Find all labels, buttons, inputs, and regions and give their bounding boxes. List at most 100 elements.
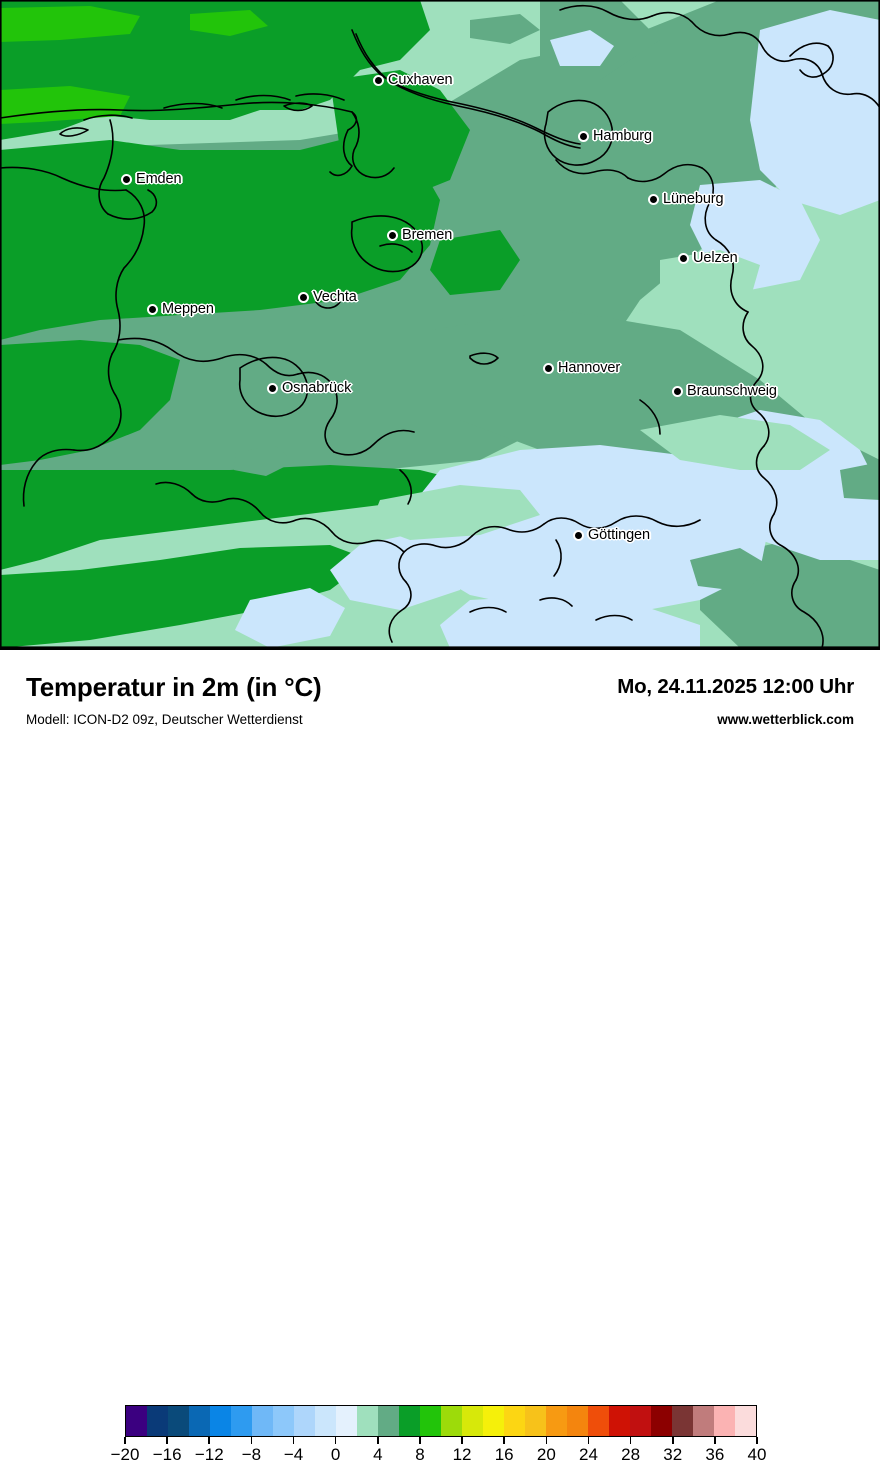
colorbar-tick-label: 40: [747, 1445, 767, 1464]
colorbar-swatch: [357, 1406, 378, 1436]
city-dot-icon: [147, 303, 158, 315]
colorbar-tick-label: −4: [283, 1445, 304, 1464]
city-label: Vechta: [313, 289, 357, 305]
city-dot-icon: [648, 193, 659, 205]
colorbar-swatch: [735, 1406, 756, 1436]
colorbar-swatch: [588, 1406, 609, 1436]
city-marker: Göttingen: [573, 527, 650, 543]
city-dot-icon: [387, 229, 398, 241]
colorbar-tick-label: 12: [452, 1445, 472, 1464]
colorbar-tick-label: 8: [415, 1445, 425, 1464]
colorbar-tick: [250, 1437, 253, 1444]
colorbar-swatch: [189, 1406, 210, 1436]
temp-band-6to8-e: [0, 545, 370, 648]
colorbar-swatch: [651, 1406, 672, 1436]
city-dot-icon: [373, 74, 384, 86]
colorbar-tick: [714, 1437, 716, 1444]
colorbar-tick-label: 28: [621, 1445, 641, 1464]
colorbar-tick: [629, 1437, 632, 1444]
map-boundaries: [0, 4, 880, 648]
colorbar-tick-label: 0: [330, 1445, 341, 1464]
temp-band-0to2-h: [550, 30, 614, 66]
colorbar-swatch: [336, 1406, 357, 1436]
colorbar-tick-label: −16: [152, 1445, 182, 1464]
model-subtitle: Modell: ICON-D2 09z, Deutscher Wetterdie…: [26, 712, 303, 727]
city-label: Hannover: [558, 360, 621, 376]
colorbar-tick: [292, 1437, 295, 1444]
city-label: Cuxhaven: [388, 72, 453, 88]
city-marker: Lüneburg: [648, 191, 724, 207]
temp-band-4to6: [0, 0, 880, 470]
city-marker: Meppen: [147, 301, 214, 317]
colorbar-swatch: [231, 1406, 252, 1436]
map-frame: [0, 0, 880, 648]
colorbar-swatch: [525, 1406, 546, 1436]
colorbar-swatch: [693, 1406, 714, 1436]
colorbar-swatch: [504, 1406, 525, 1436]
colorbar-tick: [756, 1437, 758, 1444]
city-label: Bremen: [402, 227, 453, 243]
colorbar-swatch: [294, 1406, 315, 1436]
colorbar-swatches[interactable]: [125, 1405, 757, 1437]
city-label: Osnabrück: [282, 380, 352, 396]
colorbar-swatch: [168, 1406, 189, 1436]
colorbar-swatch: [210, 1406, 231, 1436]
temp-band-6to8-g: [430, 230, 520, 295]
colorbar-swatch: [273, 1406, 294, 1436]
city-dot-icon: [267, 382, 278, 394]
colorbar-tick: [419, 1437, 421, 1444]
colorbar-swatch: [252, 1406, 273, 1436]
temp-band-6to8-c: [0, 340, 180, 465]
city-dot-icon: [298, 291, 309, 303]
colorbar-tick-label: 20: [536, 1445, 556, 1464]
temperature-legend: −20 −16 −12 −8 −4 0 4 8 12 16 20 24 28 32 36 40: [0, 1405, 880, 1475]
city-label: Meppen: [162, 301, 214, 317]
temperature-map[interactable]: Cuxhaven Hamburg Emden Lüneburg Bremen Uelzen…: [0, 0, 880, 650]
colorbar-tick: [166, 1437, 168, 1444]
temp-transition-mint-c: [660, 250, 760, 310]
forecast-datetime: Mo, 24.11.2025 12:00 Uhr: [617, 675, 854, 698]
colorbar-tick-labels: −20 −16 −12 −8 −4 0 4 8 12 16 20 24 28 32 36 40: [0, 1445, 880, 1471]
temp-speckles: [234, 14, 880, 592]
page-title: Temperatur in 2m (in °C): [26, 672, 322, 702]
colorbar-swatch: [567, 1406, 588, 1436]
temp-band-0to2-e: [400, 445, 770, 615]
map-footer: Temperatur in 2m (in °C) Modell: ICON-D2…: [0, 650, 880, 1464]
city-dot-icon: [672, 385, 683, 397]
city-marker: Cuxhaven: [373, 72, 453, 88]
city-marker: Hannover: [543, 360, 620, 376]
city-marker: Braunschweig: [672, 383, 777, 399]
colorbar-tick-label: 36: [705, 1445, 725, 1464]
city-dot-icon: [121, 173, 132, 185]
colorbar-swatch: [147, 1406, 168, 1436]
colorbar-ticks: [124, 1437, 758, 1445]
colorbar-tick: [377, 1437, 379, 1444]
colorbar-tick-label: −8: [241, 1445, 262, 1464]
temp-transition-mint: [640, 415, 830, 470]
colorbar-swatch: [420, 1406, 441, 1436]
temp-band-6to8-f: [330, 70, 470, 200]
temp-band-8to10: [0, 6, 140, 42]
colorbar-tick: [587, 1437, 590, 1444]
colorbar-tick: [461, 1437, 463, 1444]
colorbar-tick-label: −20: [110, 1445, 140, 1464]
temp-band-6to8-d: [0, 465, 460, 570]
city-dot-icon: [578, 130, 589, 142]
city-label: Hamburg: [593, 128, 652, 144]
city-marker: Osnabrück: [267, 380, 351, 396]
colorbar-swatch: [378, 1406, 399, 1436]
temp-band-0to2-g: [440, 595, 700, 648]
city-marker: Vechta: [298, 289, 357, 305]
colorbar-tick: [124, 1437, 126, 1444]
colorbar-swatch: [399, 1406, 420, 1436]
website-label: www.wetterblick.com: [717, 712, 854, 727]
city-marker: Uelzen: [678, 250, 738, 266]
colorbar-tick-label: 4: [373, 1445, 383, 1464]
colorbar-tick: [671, 1437, 674, 1444]
temp-band-0to2-i: [235, 588, 345, 648]
temp-band-8to10-c: [190, 10, 268, 36]
city-label: Göttingen: [588, 527, 650, 543]
city-dot-icon: [678, 252, 689, 264]
city-dot-icon: [543, 362, 554, 374]
